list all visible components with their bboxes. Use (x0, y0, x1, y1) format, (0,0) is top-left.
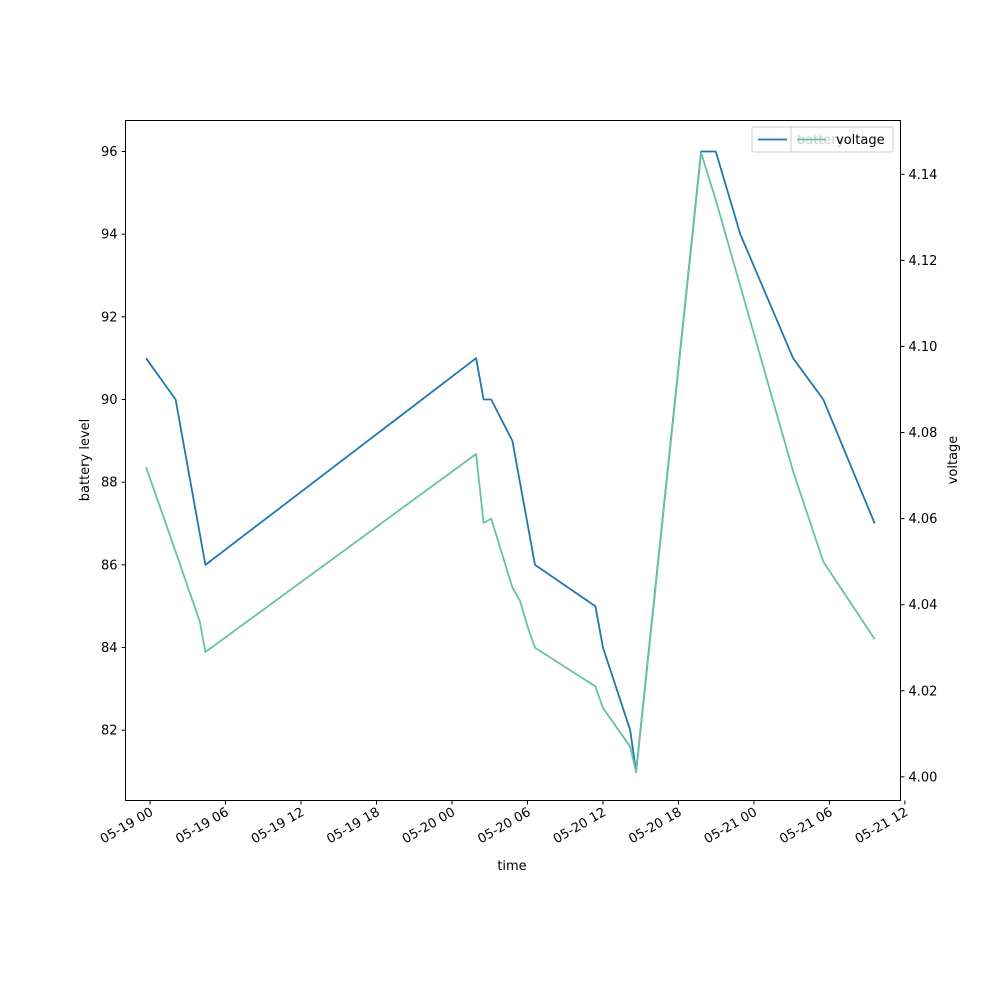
y-tick-label-left-7: 96 (101, 145, 118, 160)
y-tick-label-left-3: 88 (101, 476, 118, 491)
plot-frame (125, 120, 901, 801)
x-tick-label-2: 05-19 12 (249, 805, 307, 847)
x-tick-label-1: 05-19 06 (173, 805, 231, 847)
x-tick-label-4: 05-20 00 (400, 805, 458, 847)
y-tick-label-left-0: 82 (101, 724, 118, 739)
series-line-voltage (145, 151, 876, 774)
y-axis-right: 4.00 4.02 4.04 4.06 4.08 4.10 4.12 4.14 (900, 168, 938, 785)
y-tick-label-right-3: 4.06 (909, 512, 938, 527)
y-tick-label-left-4: 90 (101, 393, 118, 408)
x-tick-label-10: 05-21 12 (853, 805, 911, 847)
series-layer (145, 150, 876, 774)
series-line-battery (145, 150, 876, 773)
plot-background (125, 120, 901, 801)
y-axis-title-right: voltage (946, 436, 961, 485)
x-tick-label-7: 05-20 18 (626, 805, 684, 847)
y-tick-label-right-6: 4.12 (909, 254, 938, 269)
y-axis-left: 82 84 86 88 90 92 94 96 (101, 145, 126, 739)
y-axis-title-left: battery level (78, 419, 93, 502)
x-tick-label-9: 05-21 06 (777, 805, 835, 847)
x-tick-label-6: 05-20 12 (551, 805, 609, 847)
y-tick-label-left-6: 94 (101, 228, 118, 243)
x-tick-label-8: 05-21 00 (702, 805, 760, 847)
legend-voltage-frame (790, 126, 894, 153)
x-axis: 05-19 00 05-19 06 05-19 12 05-19 18 05-20 00… (98, 800, 911, 847)
x-axis-title: time (497, 859, 526, 874)
x-tick-label-0: 05-19 00 (98, 805, 156, 847)
y-tick-label-right-0: 4.00 (909, 770, 938, 785)
y-tick-label-left-1: 84 (101, 641, 118, 656)
legend-voltage-label: voltage (836, 133, 885, 148)
y-tick-label-left-2: 86 (101, 558, 118, 573)
x-tick-label-3: 05-19 18 (324, 805, 382, 847)
y-tick-label-right-1: 4.02 (909, 684, 938, 699)
y-tick-label-right-7: 4.14 (909, 168, 938, 183)
y-tick-label-right-4: 4.08 (909, 426, 938, 441)
y-tick-label-right-2: 4.04 (909, 598, 938, 613)
y-tick-label-left-5: 92 (101, 310, 118, 325)
x-tick-label-5: 05-20 06 (475, 805, 533, 847)
legend-voltage: voltage (790, 126, 894, 153)
y-tick-label-right-5: 4.10 (909, 340, 938, 355)
